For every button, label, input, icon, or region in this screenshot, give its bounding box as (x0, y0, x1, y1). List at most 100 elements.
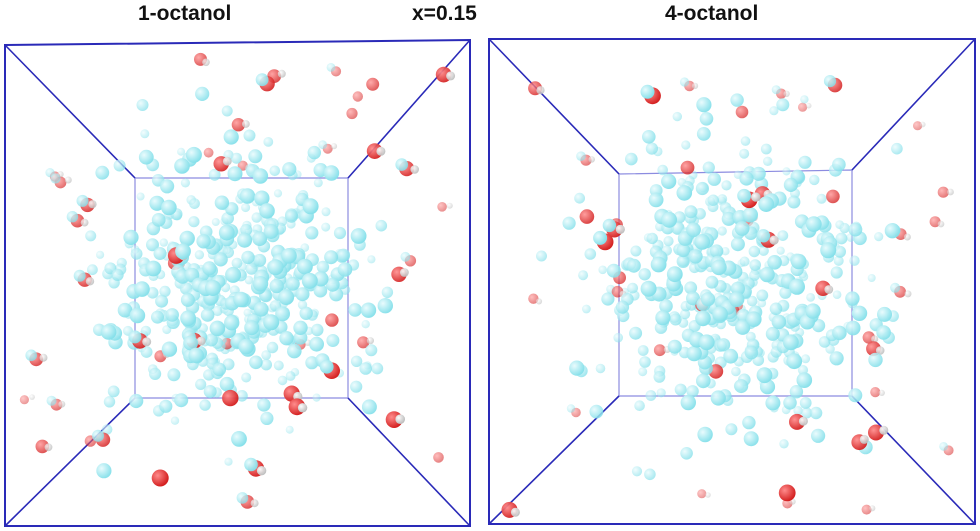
carbon-atom (273, 189, 283, 198)
carbon-atom (103, 396, 116, 408)
carbon-atom (203, 385, 217, 398)
carbon-atom (833, 255, 844, 266)
carbon-atom (756, 367, 773, 384)
oxygen-atom (861, 504, 872, 515)
carbon-atom (159, 285, 171, 297)
carbon-atom (301, 272, 318, 289)
carbon-atom (743, 431, 759, 447)
carbon-atom (811, 428, 826, 443)
carbon-atom (149, 367, 162, 380)
carbon-atom (252, 231, 268, 247)
carbon-atom (130, 247, 143, 260)
carbon-atom (151, 310, 164, 324)
carbon-atom (666, 266, 683, 283)
carbon-atom (629, 326, 643, 340)
carbon-atom (767, 255, 782, 270)
carbon-atom (749, 269, 761, 281)
oxygen-atom (937, 186, 949, 198)
carbon-atom (777, 230, 789, 242)
carbon-atom (224, 315, 240, 331)
carbon-atom (269, 278, 284, 294)
carbon-atom (248, 149, 263, 164)
carbon-atom (800, 95, 809, 104)
carbon-atom (700, 292, 716, 307)
oxygen-atom (697, 489, 707, 499)
carbon-atom (285, 425, 294, 434)
carbon-atom (737, 188, 751, 203)
hydrogen-atom (222, 156, 232, 166)
carbon-atom (694, 234, 711, 250)
hydrogen-atom (88, 200, 97, 209)
box-depth-edge (347, 397, 471, 527)
oxygen-atom (19, 395, 29, 405)
carbon-atom (631, 466, 643, 477)
oxygen-atom (735, 105, 749, 119)
carbon-atom (140, 129, 150, 139)
carbon-atom (153, 247, 167, 260)
hydrogen-atom (330, 143, 338, 150)
carbon-atom (241, 372, 252, 383)
carbon-atom (128, 330, 142, 344)
carbon-atom (261, 350, 272, 360)
carbon-atom (709, 244, 724, 258)
carbon-atom (801, 407, 813, 419)
carbon-atom (213, 252, 228, 267)
carbon-atom (209, 320, 226, 337)
carbon-atom (867, 274, 876, 282)
carbon-atom (812, 319, 826, 333)
carbon-atom (661, 173, 677, 189)
hydrogen-atom (751, 192, 761, 202)
carbon-atom (676, 185, 693, 201)
carbon-atom (663, 236, 674, 247)
carbon-atom (679, 77, 690, 87)
carbon-atom (835, 232, 848, 245)
carbon-atom (868, 352, 883, 368)
carbon-atom (92, 429, 104, 442)
carbon-atom (218, 224, 235, 241)
carbon-atom (255, 73, 269, 87)
carbon-atom (236, 492, 249, 504)
carbon-atom (87, 264, 98, 276)
molecular-snapshot-4-octanol (488, 38, 976, 525)
hydrogen-atom (250, 499, 259, 508)
carbon-atom (832, 290, 842, 300)
carbon-atom (231, 431, 247, 447)
carbon-atom (578, 270, 589, 281)
hydrogen-atom (588, 156, 595, 163)
carbon-atom (96, 463, 112, 479)
carbon-atom (686, 222, 701, 238)
carbon-atom (765, 395, 781, 411)
hydrogen-atom (64, 176, 72, 184)
carbon-atom (381, 286, 394, 298)
carbon-atom (375, 219, 388, 232)
carbon-atom (151, 213, 166, 227)
carbon-atom (326, 63, 336, 72)
carbon-atom (400, 251, 411, 262)
hydrogen-atom (29, 394, 35, 400)
carbon-atom (259, 203, 275, 219)
carbon-atom (574, 192, 585, 204)
carbon-atom (765, 326, 780, 341)
hydrogen-atom (510, 507, 520, 517)
carbon-atom (645, 142, 658, 155)
carbon-atom (208, 168, 221, 181)
carbon-atom (175, 243, 191, 260)
hydrogen-atom (366, 337, 374, 345)
atom-cloud (501, 75, 954, 518)
carbon-atom (249, 355, 263, 370)
carbon-atom (716, 338, 731, 352)
carbon-atom (360, 302, 377, 318)
carbon-atom (779, 286, 792, 299)
box-depth-edge (4, 44, 136, 179)
carbon-atom (188, 216, 200, 228)
oxygen-atom (222, 389, 239, 407)
carbon-atom (223, 129, 239, 145)
carbon-atom (832, 325, 847, 341)
carbon-atom (140, 325, 152, 337)
carbon-atom (734, 221, 750, 236)
carbon-atom (350, 380, 363, 393)
carbon-atom (243, 129, 256, 142)
carbon-atom (742, 415, 756, 430)
hydrogen-atom (535, 298, 543, 305)
carbon-atom (241, 203, 251, 213)
